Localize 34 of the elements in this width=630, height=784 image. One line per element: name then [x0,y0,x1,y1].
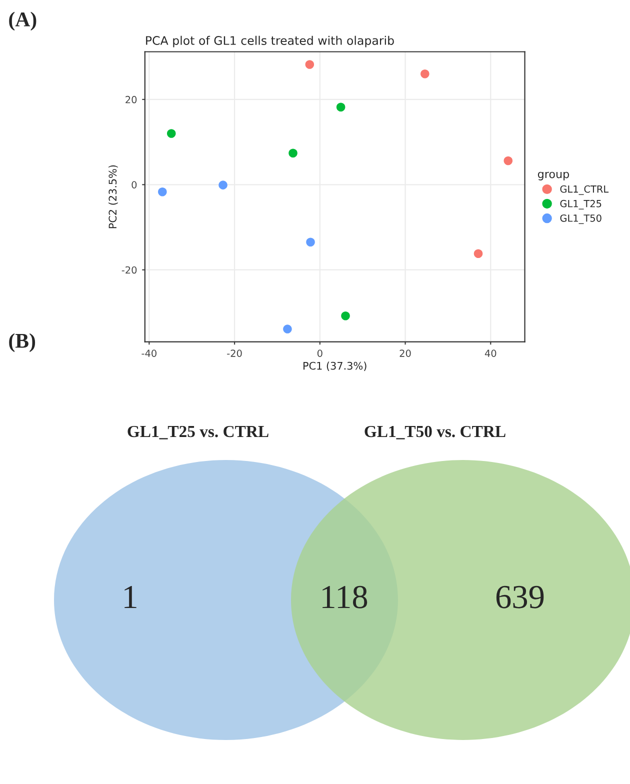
text: GL1_T50 vs. CTRL [364,426,506,440]
data-label: 639 [496,586,544,608]
point [288,148,298,158]
data-label: 118 [322,586,368,608]
chart-title: PCA plot of GL1 cells treated with olaparib [146,36,394,48]
point [306,238,315,247]
point [218,180,228,190]
text: (A) [9,12,36,31]
point [341,311,350,320]
text: (B) [9,333,36,352]
point [305,60,314,69]
x-tick-label: -40 [142,350,156,357]
y-tick-label: 0 [132,181,137,188]
x-tick-label: 20 [400,350,411,357]
legend-title: group [538,172,569,180]
point [336,102,346,112]
point [166,129,176,138]
y-axis-title: PC2 (23.5%) [108,165,118,228]
data-label: 1 [124,586,136,608]
point [474,249,483,258]
point [283,324,292,334]
legend-label: GL1_T25 [560,200,602,210]
legend-label: GL1_CTRL [560,185,609,195]
point [420,70,430,78]
text: GL1_T25 vs. CTRL [128,426,268,440]
x-tick-label: -20 [227,350,242,357]
x-tick-label: 0 [317,350,322,357]
y-tick-label: -20 [122,266,137,274]
point [504,156,513,166]
point [158,187,167,196]
y-tick-label: 20 [126,96,137,104]
legend-label: GL1_T50 [560,214,602,224]
x-tick-label: 40 [484,350,496,357]
x-axis-title: PC1 (37.3%) [304,362,366,371]
